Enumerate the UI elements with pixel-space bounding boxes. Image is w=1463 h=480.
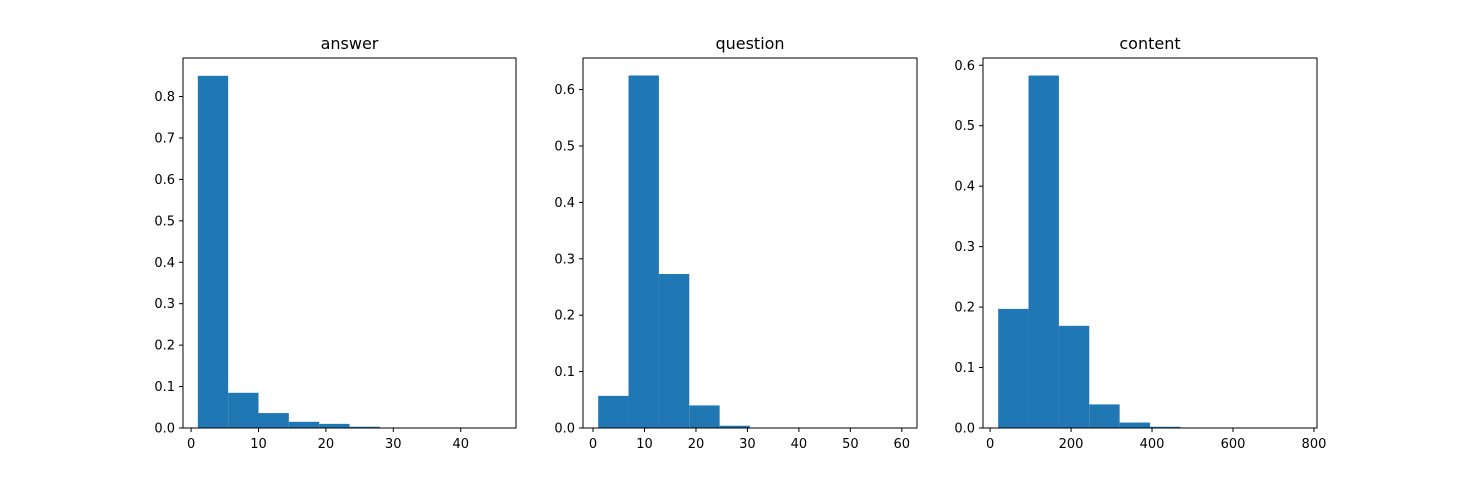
histogram-bar — [658, 274, 690, 428]
y-tick-label: 0.1 — [554, 365, 575, 380]
axes-frame — [982, 57, 1318, 429]
y-tick-label: 0.0 — [954, 422, 975, 437]
x-tick-label: 400 — [1140, 437, 1165, 452]
answer-panel: 0 10 20 30 40 0.0 0.1 0.2 0.3 0.4 0.5 0.6 0.7 0.8 answ… — [154, 34, 517, 452]
y-tick-label: 0.8 — [154, 90, 175, 105]
y-tick-label: 0.4 — [554, 196, 575, 211]
axes-frame — [582, 57, 918, 429]
histogram-bar — [689, 405, 720, 428]
histogram-bar — [998, 308, 1029, 428]
x-tick-label: 10 — [636, 437, 653, 452]
x-tick-label: 800 — [1302, 437, 1327, 452]
histogram-bar — [598, 395, 629, 428]
y-tick-label: 0.2 — [154, 339, 175, 354]
x-tick-label: 0 — [986, 437, 994, 452]
x-tick-label: 60 — [894, 437, 911, 452]
y-tick-label: 0.3 — [554, 252, 575, 267]
chart-title: answer — [321, 34, 379, 53]
y-tick-label: 0.1 — [954, 361, 975, 376]
y-tick-label: 0.5 — [154, 214, 175, 229]
question-panel: 0 10 20 30 40 50 60 0.0 0.1 0.2 0.3 0.4 0.5 0.6 questi… — [554, 34, 918, 452]
y-tick-label: 0.2 — [554, 309, 575, 324]
y-tick-label: 0.6 — [954, 59, 975, 74]
x-tick-label: 50 — [842, 437, 859, 452]
y-tick-label: 0.6 — [154, 173, 175, 188]
x-tick-label: 600 — [1221, 437, 1246, 452]
histogram-bar — [197, 75, 229, 429]
histogram-bar — [228, 392, 259, 428]
x-tick-label: 40 — [791, 437, 808, 452]
y-tick-label: 0.3 — [954, 240, 975, 255]
x-tick-label: 30 — [739, 437, 756, 452]
histogram-bar — [1150, 426, 1181, 428]
y-tick-label: 0.3 — [154, 297, 175, 312]
y-tick-label: 0.6 — [554, 83, 575, 98]
x-tick-label: 0 — [187, 437, 195, 452]
x-tick-label: 40 — [452, 437, 469, 452]
y-tick-label: 0.0 — [154, 422, 175, 437]
x-tick-label: 20 — [318, 437, 335, 452]
histogram-bar — [288, 421, 320, 428]
chart-title: content — [1119, 34, 1180, 53]
histogram-bar — [319, 423, 350, 428]
y-tick-label: 0.5 — [554, 139, 575, 154]
y-tick-label: 0.1 — [154, 380, 175, 395]
histogram-bar — [1058, 325, 1090, 428]
content-panel: 0 200 400 600 800 0.0 0.1 0.2 0.3 0.4 0.5 0.6 conten… — [954, 34, 1326, 452]
chart-title: question — [715, 34, 784, 53]
y-tick-label: 0.0 — [554, 422, 575, 437]
histogram-bar — [719, 425, 750, 428]
histogram-bar — [628, 75, 659, 429]
axes-frame — [182, 57, 517, 429]
histogram-bar — [349, 426, 380, 428]
y-tick-label: 0.4 — [154, 256, 175, 271]
histogram-bar — [1028, 75, 1059, 428]
x-tick-label: 200 — [1059, 437, 1084, 452]
y-tick-label: 0.5 — [954, 119, 975, 134]
x-tick-label: 0 — [589, 437, 597, 452]
histogram-bar — [1119, 422, 1150, 428]
x-tick-label: 30 — [385, 437, 402, 452]
y-tick-label: 0.7 — [154, 131, 175, 146]
x-tick-label: 20 — [688, 437, 705, 452]
y-tick-label: 0.4 — [954, 180, 975, 195]
histogram-bar — [258, 413, 289, 428]
histogram-bar — [1089, 404, 1120, 428]
y-tick-label: 0.2 — [954, 301, 975, 316]
x-tick-label: 10 — [250, 437, 267, 452]
